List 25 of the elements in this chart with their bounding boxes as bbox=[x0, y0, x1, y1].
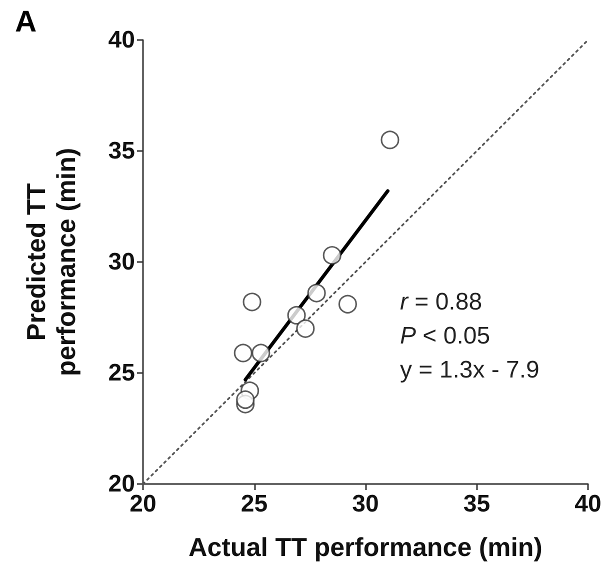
annotation: P < 0.05 bbox=[400, 322, 490, 350]
x-tick-label: 25 bbox=[240, 490, 268, 518]
point bbox=[322, 246, 342, 265]
x-tick-label: 20 bbox=[130, 490, 156, 518]
y-tick-label: 25 bbox=[108, 360, 135, 386]
point bbox=[236, 390, 255, 409]
point bbox=[380, 130, 400, 150]
y-tick-label: 35 bbox=[108, 138, 135, 164]
annotation: r = 0.88 bbox=[400, 288, 482, 316]
point bbox=[252, 344, 270, 362]
x-tick-label: 35 bbox=[463, 490, 490, 518]
point bbox=[307, 284, 326, 302]
x-tick-label: 30 bbox=[352, 490, 379, 518]
x-tick-label: 40 bbox=[574, 490, 602, 518]
point bbox=[296, 319, 315, 338]
point bbox=[287, 306, 306, 325]
x-axis-title: Actual TT performance (min) bbox=[188, 532, 542, 562]
y-tick-label: 40 bbox=[108, 26, 135, 54]
point bbox=[242, 292, 262, 312]
y-tick-label: 30 bbox=[108, 248, 135, 276]
chart-title: A bbox=[15, 6, 37, 38]
annotation: y = 1.3x - 7.9 bbox=[400, 356, 540, 384]
y-axis-title: Predicted TT performance (min) bbox=[21, 148, 81, 376]
point bbox=[234, 344, 252, 362]
point bbox=[338, 294, 357, 314]
